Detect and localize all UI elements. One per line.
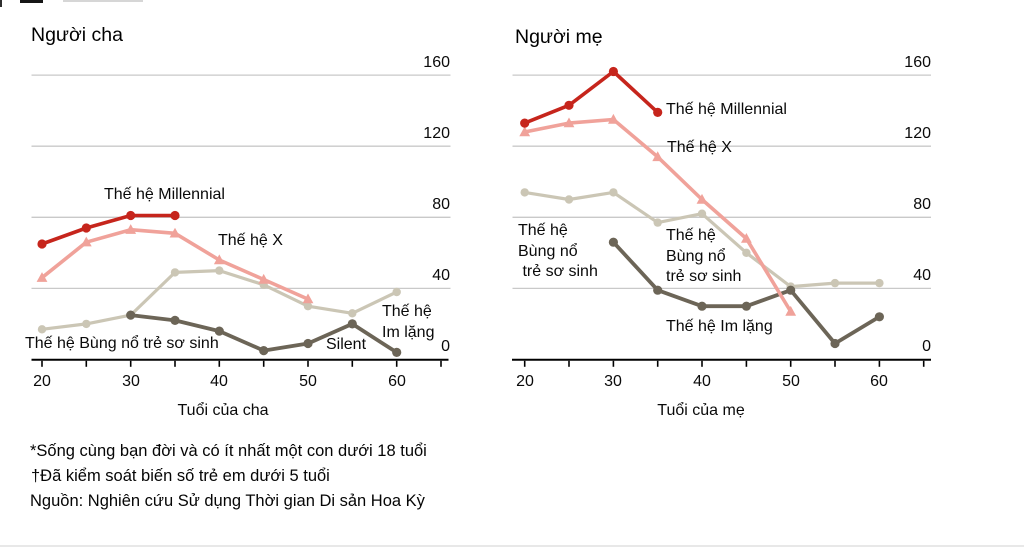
x-tick-label: 50 — [299, 373, 317, 390]
y-tick-label: 0 — [441, 338, 450, 355]
footnote-control: †Đã kiểm soát biến số trẻ em dưới 5 tuổi — [31, 467, 330, 485]
y-tick-label: 160 — [423, 54, 450, 71]
x-tick-label: 60 — [870, 373, 888, 390]
father-chart-title: Người cha — [31, 24, 123, 46]
y-tick-label: 40 — [913, 267, 931, 284]
footnote-definition: *Sống cùng bạn đời và có ít nhất một con… — [30, 442, 427, 460]
series-label-boomer-left-mother: Thế hệ Bùng nổ trẻ sơ sinh — [518, 222, 598, 280]
series-label-millennial-mother: Thế hệ Millennial — [666, 101, 787, 118]
mother-x-axis-title: Tuổi của mẹ — [657, 402, 745, 419]
x-tick-label: 30 — [122, 373, 140, 390]
y-tick-label: 120 — [423, 125, 450, 142]
x-tick-label: 20 — [516, 373, 534, 390]
footnote-source: Nguồn: Nghiên cứu Sử dụng Thời gian Di s… — [30, 492, 425, 510]
series-label-silent-mother: Thế hệ Im lặng — [666, 318, 773, 335]
x-tick-label: 40 — [693, 373, 711, 390]
x-tick-label: 50 — [782, 373, 800, 390]
mother-chart-title: Người mẹ — [515, 26, 603, 48]
father-x-axis-title: Tuổi của cha — [177, 402, 269, 419]
y-tick-label: 80 — [913, 196, 931, 213]
series-label-millennial-father: Thế hệ Millennial — [104, 186, 225, 203]
series-label-genx-mother: Thế hệ X — [667, 139, 732, 156]
series-label-boomer-mid-mother: Thế hệ Bùng nổ trẻ sơ sinh — [666, 227, 742, 285]
x-tick-label: 20 — [33, 373, 51, 390]
y-tick-label: 120 — [904, 125, 931, 142]
x-tick-label: 60 — [388, 373, 406, 390]
series-label-silent-father: Silent — [326, 336, 367, 353]
y-tick-label: 80 — [432, 196, 450, 213]
y-tick-label: 160 — [904, 54, 931, 71]
x-tick-label: 40 — [210, 373, 228, 390]
series-label-boomer-father: Thế hệ Bùng nổ trẻ sơ sinh — [25, 335, 219, 352]
y-tick-label: 40 — [432, 267, 450, 284]
x-tick-label: 30 — [604, 373, 622, 390]
series-label-silent-vn-father: Thế hệ Im lặng — [382, 303, 435, 341]
series-label-genx-father: Thế hệ X — [218, 232, 283, 249]
y-tick-label: 0 — [922, 338, 931, 355]
